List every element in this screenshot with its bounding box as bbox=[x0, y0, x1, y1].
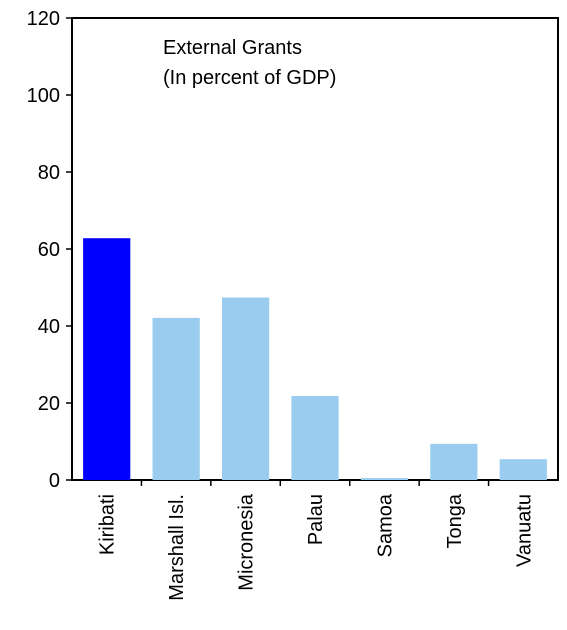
x-category-label: Micronesia bbox=[236, 493, 258, 591]
x-category-label: Marshall Isl. bbox=[166, 494, 188, 601]
y-tick-label: 120 bbox=[27, 8, 60, 30]
bar-samoa bbox=[360, 478, 409, 480]
bar-vanuatu bbox=[499, 459, 547, 480]
bar-palau bbox=[291, 396, 339, 480]
chart-title: External Grants bbox=[163, 37, 302, 59]
y-tick-label: 60 bbox=[38, 239, 60, 261]
y-tick-label: 100 bbox=[27, 85, 60, 107]
y-tick-label: 80 bbox=[38, 162, 60, 184]
bar-micronesia bbox=[221, 297, 270, 480]
bar-kiribati bbox=[83, 238, 131, 480]
bars bbox=[83, 238, 547, 480]
y-tick-label: 0 bbox=[49, 470, 60, 492]
x-category-label: Palau bbox=[305, 494, 327, 545]
x-category-label: Tonga bbox=[444, 493, 466, 548]
bar-marshall-isl bbox=[152, 317, 200, 480]
x-axis-labels: Kiribati Marshall Isl. Micronesia Palau Samo… bbox=[97, 480, 535, 601]
x-category-label: Vanuatu bbox=[513, 494, 535, 567]
y-axis: 0 20 40 60 80 100 120 bbox=[27, 8, 72, 492]
bar-tonga bbox=[430, 443, 478, 480]
x-category-label: Samoa bbox=[374, 493, 396, 557]
y-tick-label: 40 bbox=[38, 316, 60, 338]
y-tick-label: 20 bbox=[38, 393, 60, 415]
chart-subtitle: (In percent of GDP) bbox=[163, 67, 336, 89]
x-category-label: Kiribati bbox=[97, 494, 119, 555]
